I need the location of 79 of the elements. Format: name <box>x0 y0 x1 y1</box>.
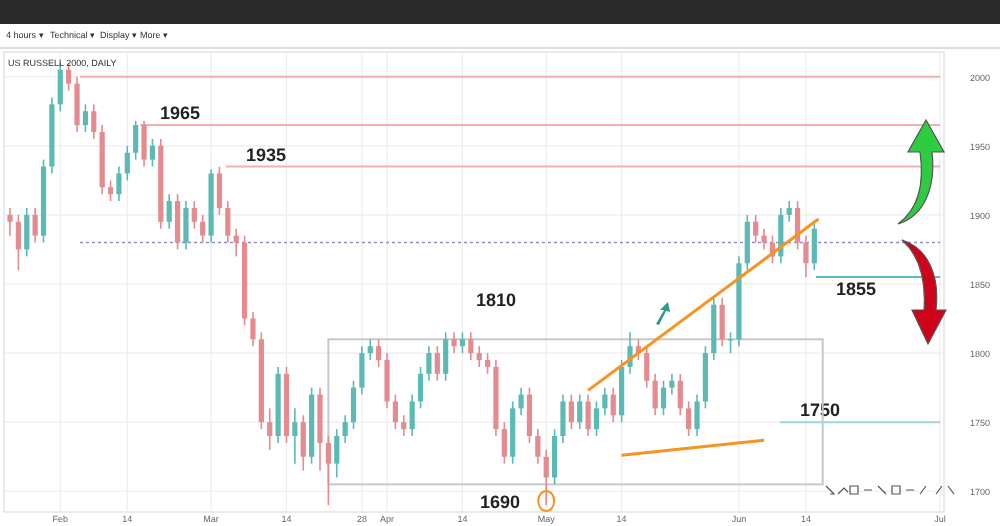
candlestick <box>644 345 650 389</box>
candlestick <box>660 379 667 417</box>
candlestick <box>401 414 407 437</box>
candlestick <box>384 352 390 410</box>
candlestick <box>267 407 273 451</box>
candlestick <box>325 435 331 506</box>
candlestick <box>585 393 591 437</box>
candlestick <box>15 214 21 271</box>
candlestick <box>694 393 700 437</box>
candlestick <box>57 62 63 113</box>
candlestick <box>803 234 809 278</box>
candlestick <box>443 331 449 382</box>
candlestick <box>417 366 424 410</box>
ref-line-label: 1965 <box>160 103 201 124</box>
candlestick <box>133 120 139 161</box>
annotation: 1810 <box>475 290 517 310</box>
candlestick <box>174 193 181 251</box>
candlestick <box>744 214 750 271</box>
candlestick <box>610 386 616 423</box>
candlestick <box>526 386 533 444</box>
candlestick <box>200 214 206 244</box>
candlestick <box>216 165 223 216</box>
candlestick <box>334 428 340 479</box>
candlestick <box>409 393 415 437</box>
candlestick <box>484 352 491 375</box>
candlestick <box>434 345 440 382</box>
candlestick <box>459 331 466 354</box>
candlestick <box>91 103 97 140</box>
candlestick <box>753 214 759 244</box>
ref-line-label: 1750 <box>800 400 841 421</box>
candlestick <box>786 200 792 223</box>
candlestick <box>677 373 683 417</box>
candlestick <box>7 207 13 237</box>
candlestick <box>518 386 524 417</box>
candlestick <box>426 345 432 382</box>
candlestick <box>468 331 474 361</box>
candlestick <box>686 400 692 437</box>
candlestick <box>577 393 583 430</box>
candlestick <box>719 297 725 347</box>
candlestick <box>602 386 608 417</box>
candlestick <box>191 200 197 230</box>
candlestick <box>560 393 566 444</box>
candlestick <box>543 449 549 506</box>
candlestick <box>593 400 600 437</box>
candlestick <box>367 338 373 361</box>
candlestick <box>250 310 256 347</box>
candlestick <box>183 200 189 251</box>
candlestick <box>359 345 365 396</box>
annotation: 1690 <box>479 492 521 512</box>
candlestick <box>342 414 348 444</box>
candlestick <box>225 200 231 244</box>
candlestick <box>501 421 507 465</box>
candlestick <box>124 145 130 182</box>
candlestick <box>476 345 482 368</box>
candlestick <box>149 138 156 168</box>
candlestick <box>166 193 172 230</box>
candlestick <box>669 373 675 396</box>
candlestick <box>350 379 357 430</box>
candlestick <box>116 165 122 202</box>
candlestick <box>568 393 574 430</box>
candlestick <box>376 338 382 368</box>
candlestick <box>32 207 38 244</box>
candlestick <box>292 407 298 465</box>
candlestick <box>392 393 399 430</box>
candlestick <box>652 373 658 417</box>
candlestick <box>300 414 306 472</box>
candlestick <box>761 227 767 251</box>
candlestick <box>141 120 147 168</box>
candlestick <box>535 428 541 465</box>
candlestick <box>233 227 239 258</box>
candlestick <box>551 428 558 486</box>
candlestick <box>107 179 114 202</box>
candlestick <box>811 221 817 271</box>
candlestick <box>74 75 80 133</box>
candlestick <box>82 103 89 133</box>
candlestick <box>451 331 457 354</box>
candlestick <box>24 207 30 258</box>
ref-line-label: 1935 <box>246 144 287 165</box>
ref-line-label: 1855 <box>836 279 877 300</box>
